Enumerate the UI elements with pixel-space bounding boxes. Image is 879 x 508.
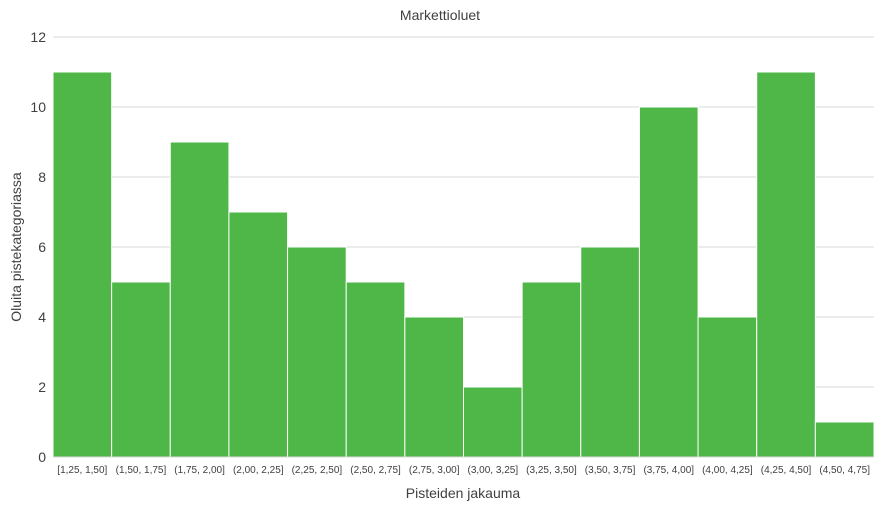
y-axis-ticks: 0 2 4 6 8 10 12 — [30, 29, 46, 465]
y-tick-label: 2 — [38, 379, 46, 395]
x-tick-label: (2,75, 3,00] — [409, 465, 460, 476]
bar — [521, 281, 582, 458]
x-tick-label: (1,75, 2,00] — [174, 465, 225, 476]
x-tick-label: (3,00, 3,25] — [468, 465, 519, 476]
x-tick-label: (3,50, 3,75] — [585, 465, 636, 476]
y-tick-label: 10 — [30, 99, 46, 115]
y-tick-label: 0 — [38, 449, 46, 465]
x-tick-label: (2,50, 2,75] — [350, 465, 401, 476]
y-tick-label: 8 — [38, 169, 46, 185]
x-tick-label: [1,25, 1,50] — [57, 465, 107, 476]
y-tick-label: 4 — [38, 309, 46, 325]
bar — [756, 71, 816, 458]
x-tick-label: (3,75, 4,00] — [643, 465, 694, 476]
x-tick-label: (4,00, 4,25] — [702, 465, 753, 476]
bar — [404, 316, 465, 458]
bar — [345, 281, 406, 458]
bars — [52, 71, 875, 458]
x-tick-label: (1,50, 1,75] — [116, 465, 167, 476]
x-axis-label: Pisteiden jakauma — [406, 485, 521, 501]
y-tick-label: 6 — [38, 239, 46, 255]
bar — [814, 421, 875, 458]
bar — [580, 246, 640, 458]
bar — [697, 316, 758, 458]
bar — [169, 141, 230, 458]
x-axis-ticks: [1,25, 1,50] (1,50, 1,75] (1,75, 2,00] (2,0… — [57, 465, 870, 476]
bar — [228, 211, 289, 458]
x-tick-label: (4,50, 4,75] — [819, 465, 870, 476]
bar — [463, 386, 523, 458]
y-tick-label: 12 — [30, 29, 46, 45]
x-tick-label: (2,00, 2,25] — [233, 465, 284, 476]
bar — [111, 281, 171, 458]
bar — [287, 246, 347, 458]
x-tick-label: (4,25, 4,50] — [761, 465, 812, 476]
chart-title: Markettioluet — [400, 7, 480, 23]
y-axis-label: Oluita pistekategoriassa — [8, 172, 24, 322]
bar — [638, 106, 699, 458]
bar — [52, 71, 113, 458]
x-tick-label: (3,25, 3,50] — [526, 465, 577, 476]
x-tick-label: (2,25, 2,50] — [292, 465, 343, 476]
